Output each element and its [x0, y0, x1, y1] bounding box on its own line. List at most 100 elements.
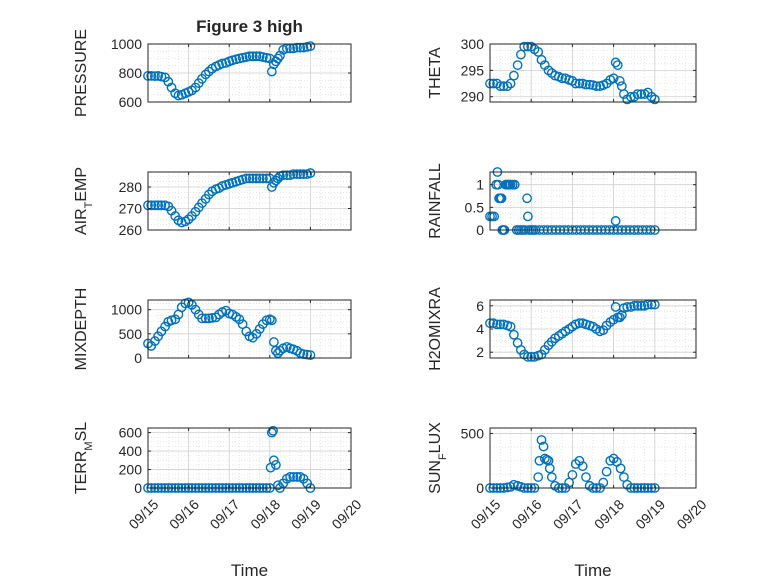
data-point — [197, 313, 207, 324]
data-point — [512, 60, 523, 70]
data-point — [156, 71, 167, 82]
y-tick-label: 290 — [461, 89, 485, 105]
data-point — [496, 193, 507, 204]
axes-background — [490, 44, 696, 102]
data-point — [508, 70, 519, 81]
y-tick-label: 300 — [461, 36, 485, 52]
y-tick-label: 500 — [119, 326, 143, 342]
data-point — [614, 76, 625, 86]
data-point — [567, 470, 578, 480]
data-point — [217, 58, 228, 69]
data-point — [629, 300, 640, 311]
data-point — [544, 463, 555, 474]
data-point — [636, 89, 647, 99]
data-point — [244, 173, 255, 184]
subplot-6: 2 4 6 H2OMIXRA — [427, 287, 697, 371]
data-point — [146, 71, 157, 81]
data-point — [251, 328, 262, 339]
subplot-8: 09/15 09/16 09/17 09/18 09/19 09/200500SUNFLU… — [427, 422, 710, 580]
y-tick-label: 0 — [476, 480, 484, 496]
subplot-3: 260 270 280 AIRTEMP — [73, 167, 352, 238]
y-tick-label: 4 — [476, 321, 484, 337]
data-point — [509, 179, 520, 190]
data-point — [295, 169, 306, 180]
data-point — [203, 66, 214, 77]
y-tick-label: 270 — [119, 201, 143, 217]
y-tick-label: 295 — [461, 62, 485, 78]
data-point — [160, 321, 170, 332]
data-point — [285, 472, 295, 482]
data-point — [492, 319, 502, 330]
data-point — [146, 200, 157, 211]
y-tick-label: 1000 — [111, 36, 142, 52]
y-tick-label: 600 — [119, 94, 143, 110]
data-point — [234, 314, 245, 325]
data-point — [632, 89, 643, 99]
x-axis-label: Time — [574, 561, 611, 580]
data-point — [273, 480, 283, 491]
data-point — [288, 169, 299, 180]
data-point — [170, 314, 181, 325]
data-point — [577, 461, 588, 472]
axes-frame — [489, 427, 697, 489]
data-point — [584, 79, 595, 90]
data-point — [632, 300, 643, 311]
data-point — [288, 472, 299, 482]
data-point — [649, 94, 660, 105]
data-point — [254, 324, 265, 334]
subplot-2: 290 295 300 THETA — [427, 36, 697, 105]
y-tick-label: 1 — [476, 177, 484, 193]
y-axis-label: RAINFALL — [427, 163, 444, 239]
data-point — [273, 348, 283, 359]
data-point — [536, 54, 547, 65]
axes-frame — [489, 43, 697, 103]
data-point — [292, 169, 302, 180]
data-point — [251, 51, 262, 62]
data-point — [292, 472, 302, 482]
data-point — [495, 81, 506, 92]
subplot-1: 600 800 1000 PRESSURE Figure 3 high — [73, 17, 352, 117]
data-point — [270, 460, 281, 470]
data-point — [275, 50, 285, 61]
data-point — [533, 47, 544, 57]
data-point — [522, 193, 532, 204]
data-point — [200, 69, 211, 80]
data-point — [538, 441, 549, 452]
data-point — [273, 173, 283, 184]
data-point — [608, 73, 619, 84]
y-axis-label: THETA — [427, 47, 444, 99]
data-point — [261, 173, 272, 184]
data-point — [257, 52, 268, 62]
y-tick-label: 1000 — [111, 302, 142, 318]
data-point — [541, 454, 552, 465]
data-point — [153, 200, 164, 211]
data-point — [526, 351, 537, 362]
data-point — [536, 435, 547, 445]
data-point — [266, 315, 277, 326]
data-point — [163, 76, 174, 87]
data-point — [292, 42, 302, 53]
x-axis-label: Time — [231, 561, 268, 580]
data-point — [574, 78, 585, 89]
y-tick-label: 600 — [119, 425, 143, 441]
data-point — [557, 73, 567, 84]
data-point — [183, 214, 194, 225]
data-point — [247, 173, 258, 184]
data-point — [295, 42, 306, 53]
data-point — [254, 173, 265, 184]
data-point — [495, 319, 506, 330]
y-tick-label: 0 — [134, 350, 142, 366]
y-tick-label: 0 — [476, 222, 484, 238]
axes-frame — [489, 171, 697, 231]
axes-background — [490, 172, 696, 230]
data-point — [273, 53, 283, 64]
y-tick-label: 2 — [476, 344, 484, 360]
data-point — [533, 472, 544, 482]
y-axis-label: SUNFLUX — [427, 422, 449, 494]
data-point — [570, 78, 581, 89]
data-point — [502, 482, 513, 493]
data-point — [266, 66, 277, 77]
y-tick-label: 0 — [134, 480, 142, 496]
